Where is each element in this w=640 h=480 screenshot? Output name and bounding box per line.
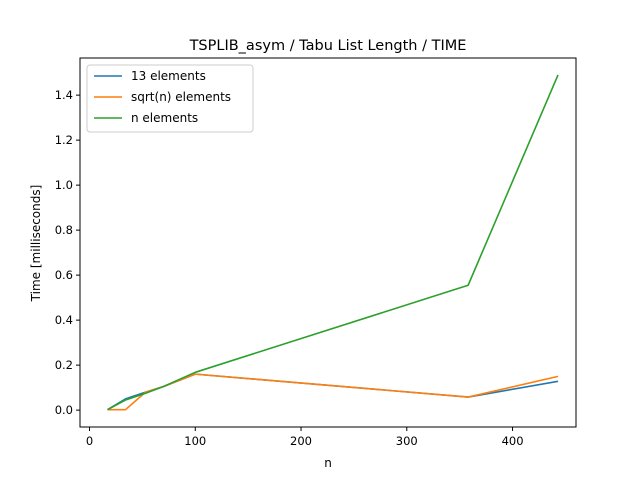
x-axis-label: n — [324, 456, 332, 470]
x-axis: 0 100 200 300 400 — [86, 427, 524, 448]
chart-title: TSPLIB_asym / Tabu List Length / TIME — [189, 38, 467, 54]
x-tick-label: 200 — [290, 434, 312, 448]
legend: 13 elements sqrt(n) elements n elements — [86, 64, 254, 133]
y-tick-label: 1.2 — [55, 133, 73, 147]
legend-box — [86, 64, 254, 133]
y-tick-label: 0.2 — [55, 358, 73, 372]
legend-label: 13 elements — [131, 69, 206, 83]
x-tick-label: 0 — [86, 434, 93, 448]
y-tick-label: 0.4 — [55, 313, 73, 327]
y-tick-label: 1.4 — [55, 88, 73, 102]
y-tick-label: 0.6 — [55, 268, 73, 282]
legend-label: n elements — [131, 111, 198, 125]
y-axis: 0.0 0.2 0.4 0.6 0.8 1.0 1.2 1.4 — [55, 88, 80, 417]
axes-frame — [79, 57, 577, 428]
x-tick-label: 300 — [396, 434, 418, 448]
series-line-2 — [107, 74, 559, 411]
series-layer — [107, 74, 559, 411]
y-tick-label: 0.0 — [55, 403, 73, 417]
y-axis-label: Time [milliseconds] — [29, 185, 43, 303]
x-tick-label: 100 — [184, 434, 206, 448]
y-tick-label: 1.0 — [55, 178, 73, 192]
legend-label: sqrt(n) elements — [131, 90, 231, 104]
x-tick-label: 400 — [502, 434, 524, 448]
y-tick-label: 0.8 — [55, 223, 73, 237]
